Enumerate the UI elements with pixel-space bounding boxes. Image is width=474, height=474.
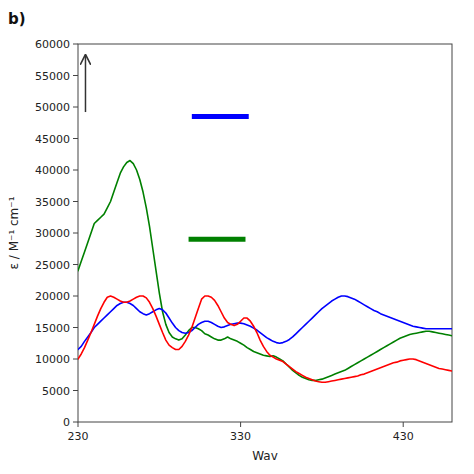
indicator-bar <box>192 114 249 119</box>
y-tick-label: 35000 <box>35 196 70 209</box>
series-line <box>78 296 452 382</box>
y-tick-label: 40000 <box>35 164 70 177</box>
series-line <box>78 296 452 350</box>
x-axis-label: Wav <box>252 449 278 463</box>
y-tick-label: 15000 <box>35 322 70 335</box>
y-tick <box>73 422 78 423</box>
y-tick-label: 20000 <box>35 290 70 303</box>
y-tick-label: 60000 <box>35 38 70 51</box>
y-tick <box>73 75 78 76</box>
x-tick-label: 330 <box>230 430 251 443</box>
y-tick <box>73 359 78 360</box>
y-axis-label: ε / M⁻¹ cm⁻¹ <box>7 196 21 269</box>
plot-area <box>78 116 452 382</box>
y-tick <box>73 233 78 234</box>
y-tick <box>73 390 78 391</box>
x-tick <box>78 422 79 427</box>
x-tick <box>240 422 241 427</box>
y-tick <box>73 201 78 202</box>
chart: 230 330 430 0 5000 10000 15000 20000 25000 30000 3… <box>0 0 474 474</box>
y-tick-label: 50000 <box>35 101 70 114</box>
title: b) <box>8 10 26 28</box>
plot-frame <box>78 44 452 422</box>
y-tick-label: 0 <box>63 416 70 429</box>
indicator-bar <box>189 237 246 242</box>
y-tick <box>73 327 78 328</box>
y-tick-label: 55000 <box>35 70 70 83</box>
y-tick <box>73 138 78 139</box>
y-tick <box>73 170 78 171</box>
y-tick <box>73 264 78 265</box>
arrow <box>85 55 87 112</box>
y-tick-label: 45000 <box>35 133 70 146</box>
x-tick-label: 430 <box>393 430 414 443</box>
y-tick <box>73 44 78 45</box>
x-tick <box>403 422 404 427</box>
y-tick <box>73 107 78 108</box>
y-tick-label: 30000 <box>35 227 70 240</box>
series-line <box>78 161 452 381</box>
x-tick-label: 230 <box>68 430 89 443</box>
y-tick-label: 10000 <box>35 353 70 366</box>
y-tick-label: 5000 <box>42 385 70 398</box>
y-tick-label: 25000 <box>35 259 70 272</box>
y-tick <box>73 296 78 297</box>
